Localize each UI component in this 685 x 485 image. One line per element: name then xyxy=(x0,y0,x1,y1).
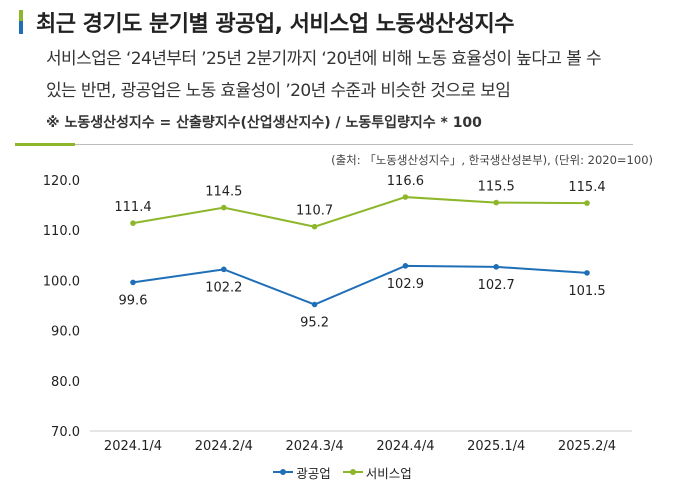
divider xyxy=(15,144,633,145)
data-label: 102.2 xyxy=(205,280,242,295)
data-label: 101.5 xyxy=(568,284,605,299)
data-label: 102.7 xyxy=(478,278,515,293)
series-line-서비스업 xyxy=(132,196,588,228)
data-label: 99.6 xyxy=(119,293,148,308)
y-tick-label: 120.0 xyxy=(43,174,80,189)
y-tick-label: 90.0 xyxy=(51,325,80,340)
data-label: 95.2 xyxy=(300,315,329,330)
source-note: (출처: 「노동생산성지수」, 한국생산성본부), (단위: 2020=100) xyxy=(331,153,653,167)
x-tick-label: 2024.2/4 xyxy=(195,439,253,454)
data-point xyxy=(584,200,590,206)
page-title: 최근 경기도 분기별 광공업, 서비스업 노동생산성지수 xyxy=(36,12,514,37)
description-line-1: 서비스업은 ‘24년부터 ’25년 2분기까지 ‘20년에 비해 노동 효율성이… xyxy=(46,49,602,69)
legend-label: 서비스업 xyxy=(365,465,412,481)
data-point xyxy=(221,204,227,211)
data-label: 110.7 xyxy=(296,204,333,219)
legend: 광공업 서비스업 xyxy=(0,461,685,482)
x-tick-label: 2025.2/4 xyxy=(558,439,616,454)
y-tick-label: 80.0 xyxy=(51,375,80,390)
data-point xyxy=(493,199,500,206)
x-tick-label: 2025.1/4 xyxy=(467,439,525,454)
data-label: 115.5 xyxy=(478,180,515,195)
description-line-2: 있는 반면, 광공업은 노동 효율성이 ’20년 수준과 비슷한 것으로 보임 xyxy=(46,81,511,101)
data-label: 114.5 xyxy=(205,185,242,200)
title-accent-bar xyxy=(19,10,23,34)
data-label: 115.4 xyxy=(568,180,605,195)
divider-accent xyxy=(15,143,75,146)
data-label: 116.6 xyxy=(387,174,424,189)
formula-note: ※ 노동생산성지수 = 산출량지수(산업생산지수) / 노동투입량지수 * 10… xyxy=(46,115,482,131)
series-line-광공업 xyxy=(132,264,588,306)
legend-label: 광공업 xyxy=(296,465,331,481)
data-label: 111.4 xyxy=(114,200,151,215)
x-tick-label: 2024.3/4 xyxy=(286,439,344,454)
y-tick-label: 110.0 xyxy=(43,224,80,239)
data-point xyxy=(584,270,590,276)
data-point xyxy=(402,194,409,200)
data-point xyxy=(402,263,409,269)
data-point xyxy=(311,301,318,308)
legend-swatch xyxy=(273,469,294,475)
y-tick-label: 70.0 xyxy=(51,425,80,440)
data-label: 102.9 xyxy=(387,277,424,292)
legend-item: 서비스업 xyxy=(342,463,412,482)
x-tick-label: 2024.1/4 xyxy=(104,439,162,454)
data-point xyxy=(493,264,500,270)
data-point xyxy=(221,266,227,273)
x-tick-label: 2024.4/4 xyxy=(376,439,434,454)
data-point xyxy=(130,220,136,226)
legend-swatch xyxy=(342,469,363,475)
legend-item: 광공업 xyxy=(273,463,331,482)
data-point xyxy=(130,279,136,286)
data-point xyxy=(311,223,318,230)
y-tick-label: 100.0 xyxy=(43,274,80,289)
